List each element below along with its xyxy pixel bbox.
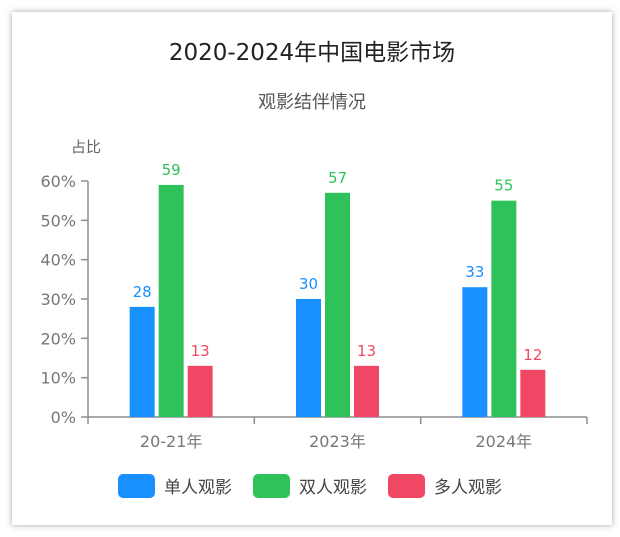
x-tick-label: 2023年 — [309, 432, 366, 451]
chart-subtitle: 观影结伴情况 — [258, 92, 366, 113]
data-label: 12 — [523, 346, 542, 364]
bar — [520, 369, 546, 417]
y-tick-label: 50% — [40, 211, 76, 230]
data-label: 28 — [133, 283, 152, 301]
legend-label: 单人观影 — [164, 478, 232, 498]
bar — [158, 184, 184, 417]
data-label: 59 — [162, 161, 181, 179]
data-label: 55 — [494, 177, 513, 195]
data-label: 57 — [328, 169, 347, 187]
data-label: 13 — [191, 342, 210, 360]
x-tick-label: 2024年 — [475, 432, 532, 451]
bar — [325, 192, 350, 417]
data-label: 13 — [357, 342, 376, 360]
y-tick-label: 10% — [40, 369, 76, 388]
y-tick-label: 40% — [40, 251, 76, 270]
y-axis-label: 占比 — [71, 138, 101, 156]
bar — [129, 306, 155, 417]
y-tick-label: 0% — [51, 408, 76, 427]
y-tick-label: 20% — [40, 329, 76, 348]
bar — [491, 200, 517, 417]
bar — [354, 365, 379, 417]
bar — [296, 299, 321, 417]
legend-marker — [118, 474, 155, 498]
bar — [462, 287, 488, 417]
bar — [187, 365, 213, 417]
legend-label: 双人观影 — [299, 478, 367, 498]
y-tick-label: 30% — [40, 290, 76, 309]
data-label: 30 — [299, 275, 318, 293]
y-tick-label: 60% — [40, 172, 76, 191]
legend-marker — [253, 474, 290, 498]
x-tick-label: 20-21年 — [140, 432, 203, 451]
data-label: 33 — [465, 263, 484, 281]
chart-title: 2020-2024年中国电影市场 — [169, 40, 455, 66]
legend-marker — [388, 474, 425, 498]
legend-label: 多人观影 — [434, 478, 502, 498]
